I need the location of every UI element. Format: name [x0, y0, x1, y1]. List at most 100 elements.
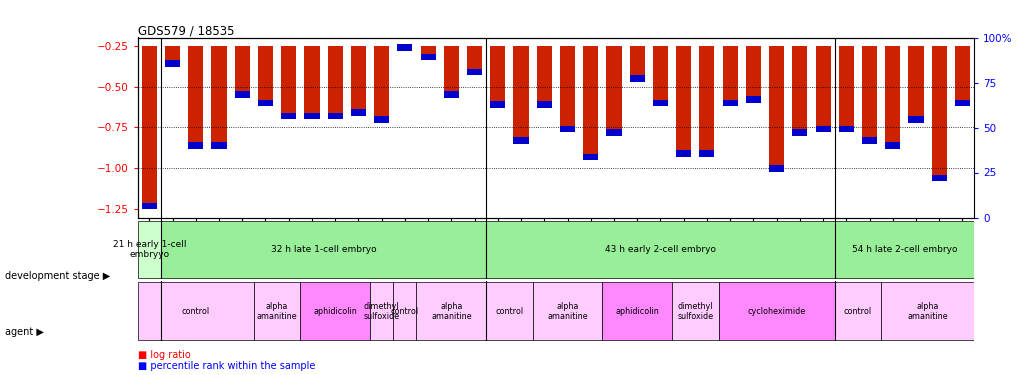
Text: control: control: [843, 307, 871, 316]
Text: agent ▶: agent ▶: [5, 327, 44, 337]
Bar: [467, 46, 482, 75]
Bar: [138, 220, 161, 278]
Bar: [699, 46, 713, 157]
Bar: [559, 46, 575, 132]
Bar: [258, 46, 273, 106]
Bar: [884, 46, 900, 149]
Bar: [142, 46, 157, 209]
Bar: [792, 46, 807, 136]
Bar: [908, 46, 922, 123]
Bar: [165, 60, 180, 67]
Text: control: control: [495, 307, 523, 316]
Bar: [443, 46, 459, 98]
Bar: [513, 46, 528, 144]
Bar: [281, 46, 296, 119]
Bar: [142, 203, 157, 209]
Bar: [490, 101, 504, 108]
Bar: [606, 46, 621, 136]
Bar: [930, 175, 946, 181]
Bar: [138, 282, 254, 340]
Bar: [304, 46, 319, 119]
Bar: [861, 46, 876, 144]
Bar: [258, 100, 273, 106]
Bar: [211, 46, 226, 149]
Bar: [416, 282, 486, 340]
Bar: [717, 282, 834, 340]
Text: alpha
amanitine: alpha amanitine: [257, 302, 298, 321]
Bar: [652, 100, 667, 106]
Bar: [602, 282, 672, 340]
Bar: [397, 44, 412, 51]
Bar: [908, 116, 922, 123]
Bar: [838, 46, 853, 132]
Bar: [861, 137, 876, 144]
Bar: [880, 282, 973, 340]
Bar: [327, 46, 342, 119]
Bar: [834, 282, 880, 340]
Text: alpha
amanitine: alpha amanitine: [431, 302, 471, 321]
Bar: [954, 46, 969, 106]
Bar: [420, 54, 435, 60]
Bar: [165, 46, 180, 67]
Bar: [699, 150, 713, 157]
Bar: [815, 126, 829, 132]
Bar: [189, 142, 203, 149]
Bar: [254, 282, 300, 340]
Text: 32 h late 1-cell embryo: 32 h late 1-cell embryo: [270, 245, 376, 254]
Bar: [486, 220, 834, 278]
Bar: [420, 46, 435, 60]
Bar: [536, 46, 551, 108]
Bar: [721, 46, 737, 106]
Bar: [884, 142, 900, 149]
Bar: [467, 69, 482, 75]
Bar: [583, 46, 598, 160]
Bar: [815, 46, 829, 132]
Bar: [672, 282, 717, 340]
Bar: [745, 96, 760, 103]
Bar: [930, 46, 946, 182]
Bar: [161, 220, 486, 278]
Text: 43 h early 2-cell embryo: 43 h early 2-cell embryo: [604, 245, 715, 254]
Bar: [676, 150, 691, 157]
Bar: [189, 46, 203, 149]
Bar: [370, 282, 393, 340]
Bar: [374, 116, 389, 123]
Bar: [234, 92, 250, 98]
Bar: [374, 46, 389, 123]
Text: ■ log ratio: ■ log ratio: [138, 350, 191, 360]
Text: GDS579 / 18535: GDS579 / 18535: [138, 24, 234, 38]
Bar: [513, 137, 528, 144]
Bar: [486, 282, 532, 340]
Bar: [629, 75, 644, 82]
Text: control: control: [181, 307, 210, 316]
Bar: [652, 46, 667, 106]
Bar: [490, 46, 504, 108]
Bar: [300, 282, 370, 340]
Bar: [536, 101, 551, 108]
Text: control: control: [390, 307, 419, 316]
Bar: [559, 126, 575, 132]
Text: ■ percentile rank within the sample: ■ percentile rank within the sample: [138, 361, 315, 371]
Bar: [954, 100, 969, 106]
Bar: [327, 113, 342, 119]
Bar: [281, 113, 296, 119]
Bar: [393, 282, 416, 340]
Bar: [304, 113, 319, 119]
Text: aphidicolin: aphidicolin: [313, 307, 357, 316]
Bar: [532, 282, 602, 340]
Bar: [397, 46, 412, 51]
Text: alpha
amanitine: alpha amanitine: [546, 302, 587, 321]
Bar: [721, 100, 737, 106]
Text: alpha
amanitine: alpha amanitine: [907, 302, 947, 321]
Bar: [351, 46, 366, 116]
Bar: [768, 46, 784, 172]
Bar: [211, 142, 226, 149]
Bar: [768, 165, 784, 172]
Bar: [351, 110, 366, 116]
Bar: [745, 46, 760, 103]
Text: development stage ▶: development stage ▶: [5, 271, 110, 280]
Bar: [606, 129, 621, 136]
Text: 54 h late 2-cell embryo: 54 h late 2-cell embryo: [851, 245, 956, 254]
Bar: [629, 46, 644, 82]
Text: dimethyl
sulfoxide: dimethyl sulfoxide: [363, 302, 399, 321]
